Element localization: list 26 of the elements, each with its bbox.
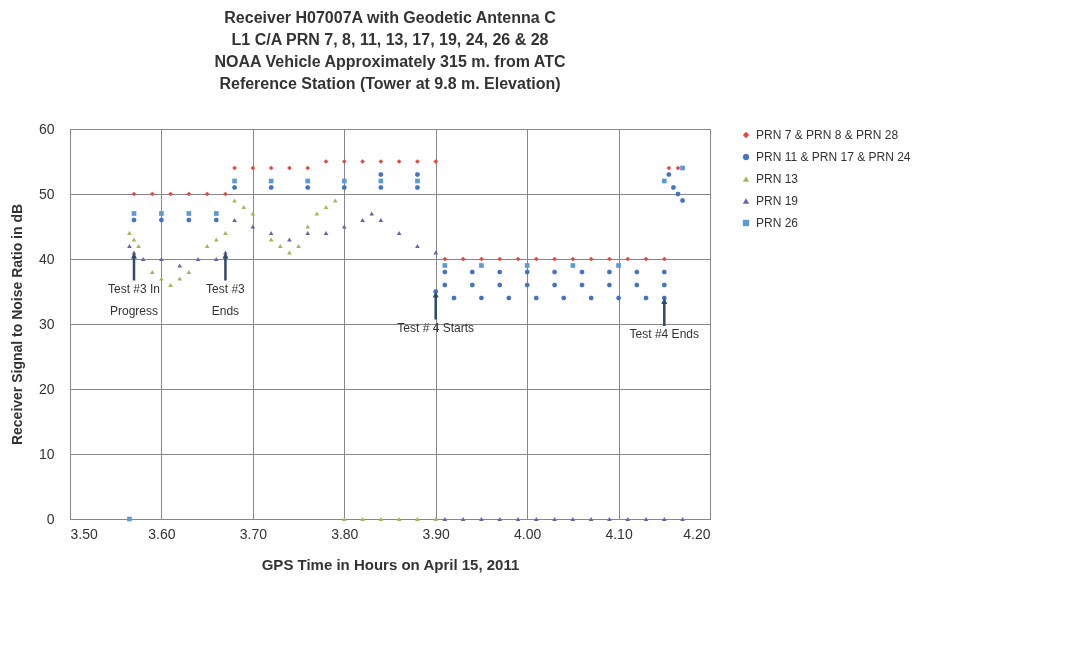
y-tick-label: 20 [38, 380, 55, 397]
x-tick-label: 4.10 [605, 525, 633, 542]
y-tick-label: 0 [46, 510, 55, 527]
x-tick-label: 3.70 [239, 525, 268, 542]
legend-label: PRN 7 & PRN 8 & PRN 28 [756, 128, 899, 142]
y-axis-title: Receiver Signal to Noise Ratio in dB [8, 203, 25, 446]
y-tick-label: 10 [38, 445, 55, 462]
legend-label: PRN 11 & PRN 17 & PRN 24 [756, 150, 911, 164]
y-tick-label: 60 [38, 120, 55, 137]
y-tick-label: 30 [38, 315, 55, 332]
x-tick-label: 4.20 [683, 525, 711, 542]
x-tick-label: 3.60 [148, 525, 176, 542]
legend-label: PRN 13 [756, 172, 799, 186]
legend-label: PRN 26 [756, 216, 799, 230]
legend-label: PRN 19 [756, 194, 799, 208]
x-tick-label: 3.80 [331, 525, 359, 542]
chart-title: Receiver H07007A with Geodetic Antenna C L1 C/A PRN 7, 8, 11, 13, 17, 19, 24, 26 & 28 NOAA Vehicle Approximately 315 m. from ATC Reference Station (Tower at 9.8 m. Elevation) [214, 9, 566, 92]
annotation: Test #3 Ends [206, 281, 246, 318]
annotation: Test #4 Ends [629, 327, 699, 341]
x-tick-label: 3.90 [422, 525, 451, 542]
annotation: Test #3 In Progress [107, 281, 161, 318]
x-tick-label: 3.50 [70, 525, 98, 542]
y-tick-label: 40 [38, 250, 55, 267]
y-tick-label: 50 [38, 185, 55, 202]
x-tick-label: 4.00 [514, 525, 542, 542]
x-axis-title: GPS Time in Hours on April 15, 2011 [261, 555, 520, 573]
